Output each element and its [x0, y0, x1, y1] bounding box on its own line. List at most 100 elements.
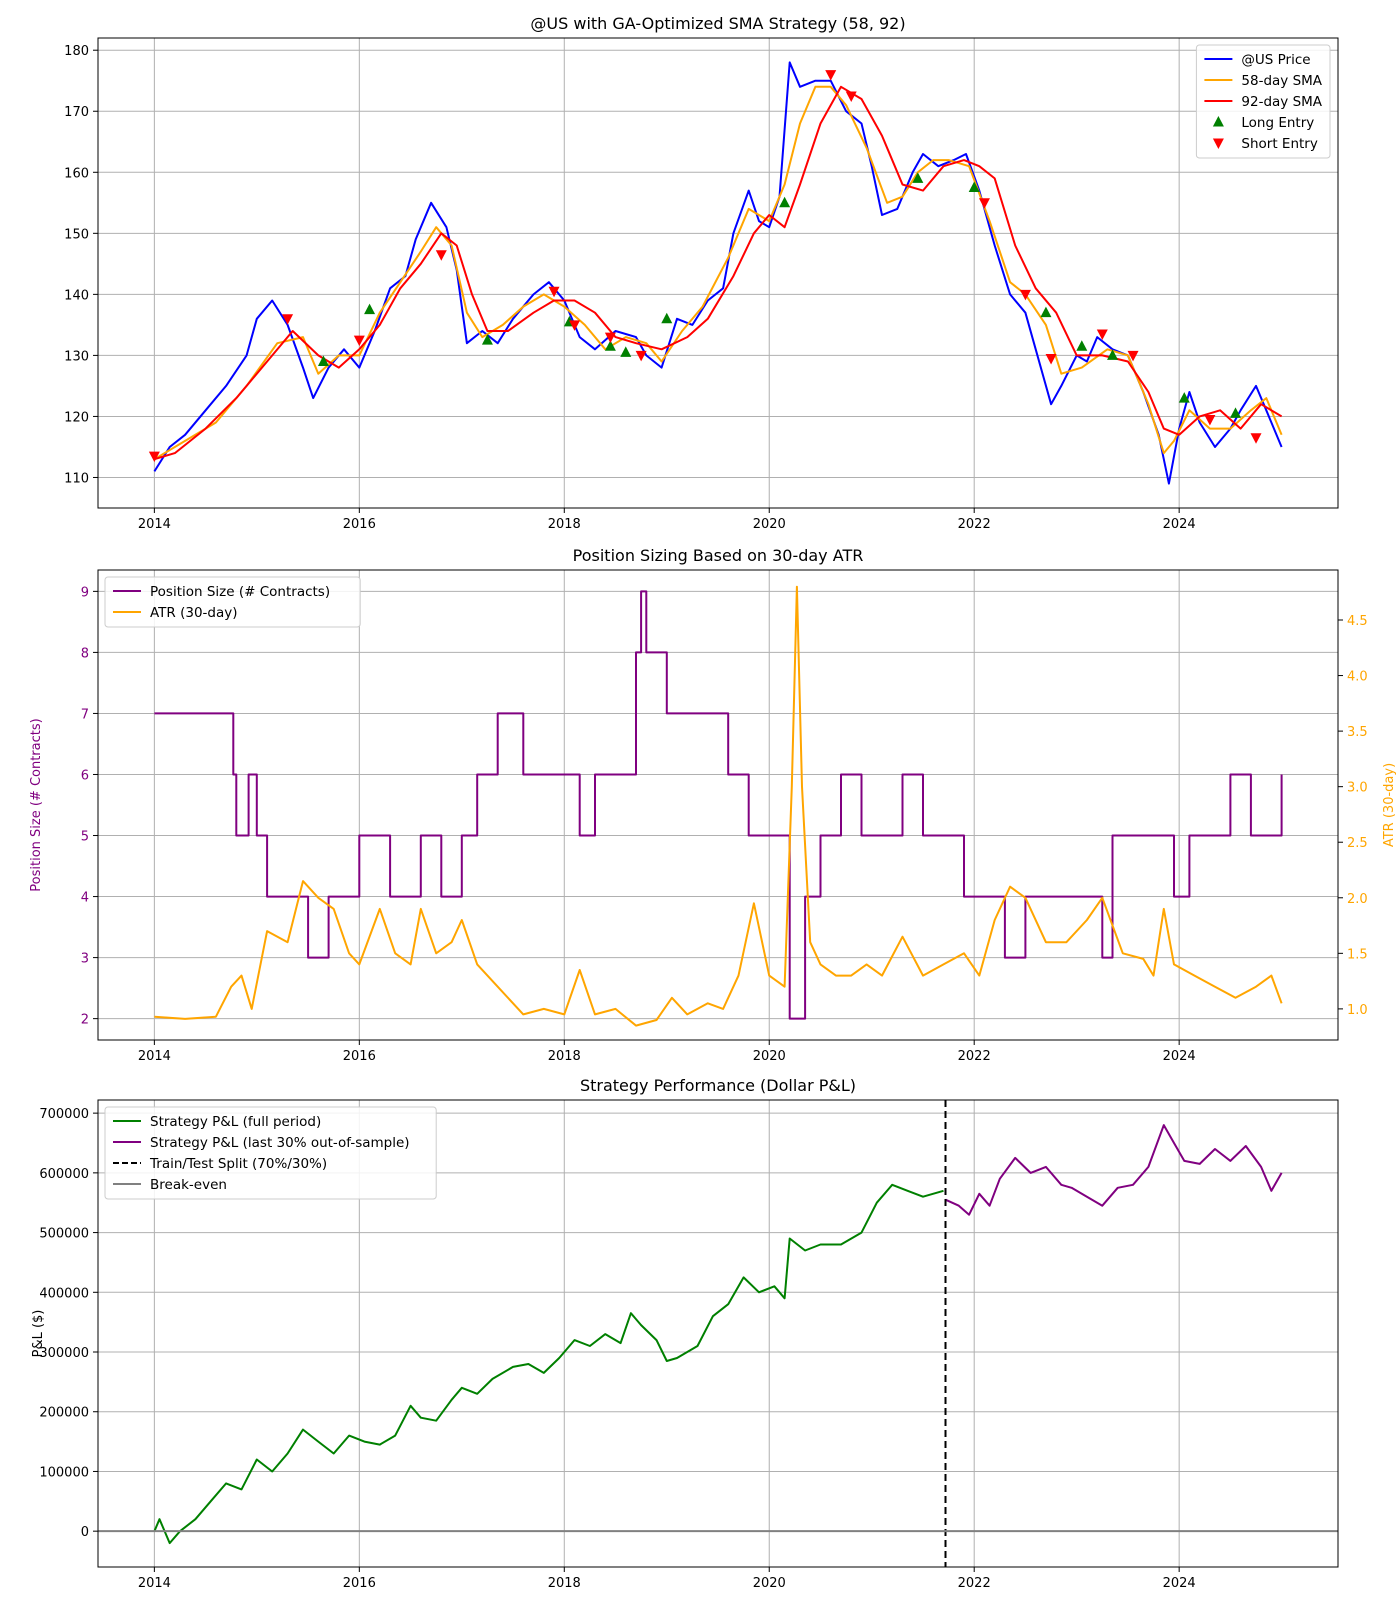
y-tick-label: 100000 — [39, 1465, 89, 1480]
x-tick-label: 2022 — [958, 1576, 991, 1591]
y-right-tick-label: 2.0 — [1347, 892, 1368, 907]
y-right-axis-label: ATR (30-day) — [1382, 763, 1397, 847]
y-tick-label: 160 — [64, 166, 89, 181]
y-right-tick-label: 2.5 — [1347, 836, 1368, 851]
short-entry-marker — [148, 451, 160, 463]
legend-item: Position Size (# Contracts) — [113, 584, 330, 600]
y-tick-label: 200000 — [39, 1406, 89, 1421]
y-axis-label: Position Size (# Contracts) — [29, 718, 44, 891]
legend-label: Train/Test Split (70%/30%) — [149, 1156, 327, 1172]
legend-item: 92-day SMA — [1204, 94, 1323, 110]
long-entry-marker — [620, 346, 632, 357]
x-tick-label: 2014 — [138, 1576, 171, 1591]
chart-3: Strategy Performance (Dollar P&L) 2014 201… — [31, 1076, 1339, 1591]
legend-item: Long Entry — [1212, 115, 1314, 131]
legend-label: Strategy P&L (full period) — [150, 1114, 321, 1130]
series-position-size-contracts — [154, 590, 1283, 1020]
axes-frame — [97, 37, 1339, 509]
long-entry-marker — [481, 334, 493, 345]
y-tick-label: 140 — [64, 288, 89, 303]
x-tick-label: 2020 — [753, 1576, 786, 1591]
series-strategy-p-l-last-30-out-of-sample — [945, 1124, 1283, 1216]
y-tick-label: 400000 — [39, 1286, 89, 1301]
x-tick-label: 2018 — [548, 517, 581, 532]
x-tick-label: 2022 — [958, 517, 991, 532]
legend-item: Strategy P&L (full period) — [113, 1114, 321, 1130]
chart-title: Position Sizing Based on 30-day ATR — [573, 546, 864, 565]
short-entry-marker — [1019, 289, 1031, 301]
legend-label: Position Size (# Contracts) — [150, 584, 330, 600]
series-long-entry — [317, 172, 1242, 418]
long-entry-marker — [661, 312, 673, 324]
x-tick-label: 2014 — [138, 1049, 171, 1064]
legend-item: Train/Test Split (70%/30%) — [113, 1156, 327, 1172]
short-entry-marker — [435, 250, 447, 261]
short-entry-marker — [548, 286, 560, 298]
short-entry-marker — [1045, 353, 1057, 365]
long-entry-marker — [1178, 392, 1190, 403]
legend-label: Break-even — [150, 1177, 227, 1193]
short-entry-marker — [978, 198, 990, 209]
x-tick-label: 2016 — [343, 517, 376, 532]
y-axis-label: P&L ($) — [31, 1310, 46, 1358]
legend-label: Strategy P&L (last 30% out-of-sample) — [150, 1135, 410, 1151]
x-tick-label: 2016 — [343, 1049, 376, 1064]
y-tick-label: 4 — [81, 891, 89, 906]
plot-area — [154, 585, 1283, 1027]
grid — [93, 38, 1338, 513]
legend-item: Strategy P&L (last 30% out-of-sample) — [113, 1135, 410, 1151]
y-right-tick-label: 1.5 — [1347, 947, 1368, 962]
x-tick-label: 2024 — [1163, 1576, 1196, 1591]
y-tick-label: 130 — [64, 349, 89, 364]
x-tick-label: 2018 — [548, 1576, 581, 1591]
legend-label: Long Entry — [1241, 115, 1314, 131]
x-tick-label: 2020 — [753, 517, 786, 532]
y-tick-label: 8 — [81, 646, 89, 661]
y-tick-label: 600000 — [39, 1167, 89, 1182]
y-tick-label: 9 — [81, 585, 89, 600]
series-strategy-p-l-full-period — [153, 1183, 944, 1545]
short-entry-marker — [1096, 329, 1108, 341]
y-tick-label: 700000 — [39, 1107, 89, 1122]
long-entry-marker — [317, 355, 329, 367]
short-entry-marker — [635, 350, 647, 362]
legend-label: Short Entry — [1241, 136, 1317, 152]
short-entry-marker — [825, 70, 837, 81]
axes-frame — [97, 569, 1339, 1041]
y-tick-label: 150 — [64, 227, 89, 242]
legend-box — [1195, 44, 1331, 159]
legend-item: ATR (30-day) — [113, 605, 238, 621]
chart-2: Position Sizing Based on 30-day ATR 2014 2… — [29, 546, 1397, 1064]
series-92-day-sma — [154, 85, 1283, 461]
series-short-entry — [148, 70, 1262, 463]
legend: Strategy P&L (full period) Strategy P&L (… — [104, 1106, 437, 1200]
short-entry-marker — [845, 91, 857, 102]
y-tick-label: 300000 — [39, 1346, 89, 1361]
x-tick-label: 2024 — [1163, 1049, 1196, 1064]
legend-label: 58-day SMA — [1241, 73, 1322, 89]
grid — [93, 570, 1343, 1045]
series-58-day-sma — [153, 85, 1283, 461]
y-tick-label: 500000 — [39, 1227, 89, 1242]
y-right-tick-label: 3.0 — [1347, 781, 1368, 796]
legend-handle — [1212, 116, 1224, 127]
short-entry-marker — [1204, 414, 1216, 426]
long-entry-marker — [1076, 340, 1088, 351]
x-tick-label: 2020 — [753, 1049, 786, 1064]
legend-item: 58-day SMA — [1204, 73, 1323, 89]
y-right-tick-label: 4.5 — [1347, 614, 1368, 629]
chart-title: @US with GA-Optimized SMA Strategy (58, … — [530, 14, 905, 33]
short-entry-marker — [1127, 350, 1139, 362]
y-tick-label: 2 — [81, 1013, 89, 1028]
y-tick-label: 0 — [81, 1525, 89, 1540]
y-tick-label: 120 — [64, 410, 89, 425]
legend-box — [104, 576, 361, 628]
long-entry-marker — [364, 303, 376, 315]
short-entry-marker — [1250, 433, 1262, 444]
chart-title: Strategy Performance (Dollar P&L) — [580, 1076, 856, 1095]
long-entry-marker — [604, 340, 616, 351]
y-tick-label: 5 — [81, 830, 89, 845]
short-entry-marker — [353, 335, 365, 347]
y-tick-label: 7 — [81, 707, 89, 722]
